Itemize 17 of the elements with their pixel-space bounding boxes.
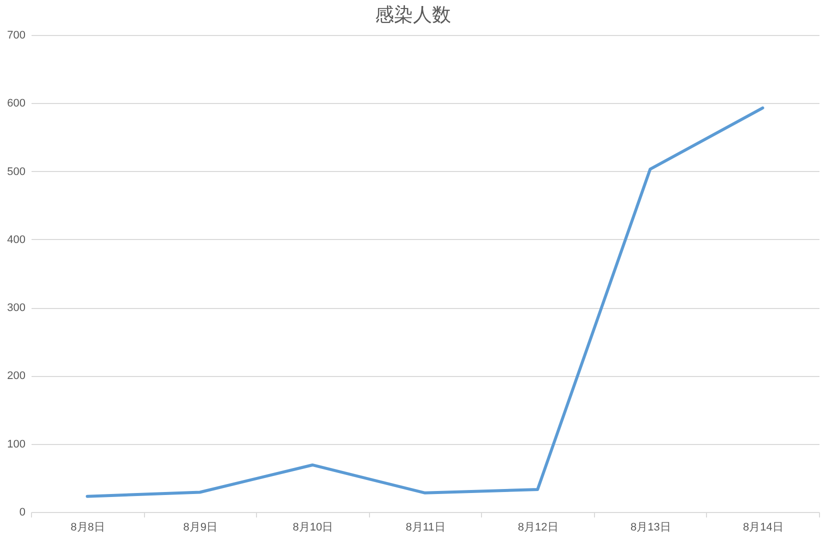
chart-title: 感染人数 <box>375 4 452 26</box>
y-tick-label: 600 <box>7 98 26 110</box>
x-tick-label: 8月11日 <box>406 522 446 534</box>
x-tick-label: 8月13日 <box>630 522 671 534</box>
y-tick-label: 100 <box>7 438 26 450</box>
y-tick-label: 0 <box>19 506 26 518</box>
x-tick-label: 8月12日 <box>518 522 558 534</box>
line-series <box>86 106 764 498</box>
y-tick-label: 200 <box>7 370 26 382</box>
y-tick-label: 500 <box>7 166 26 178</box>
x-tick-label: 8月10日 <box>292 522 334 534</box>
y-tick-label: 400 <box>7 234 26 246</box>
x-tick-label: 8月9日 <box>183 522 218 534</box>
y-tick-label: 700 <box>7 30 26 42</box>
x-tick-label: 8月8日 <box>70 522 105 534</box>
x-tick-label: 8月14日 <box>743 522 784 534</box>
y-tick-label: 300 <box>7 302 26 314</box>
